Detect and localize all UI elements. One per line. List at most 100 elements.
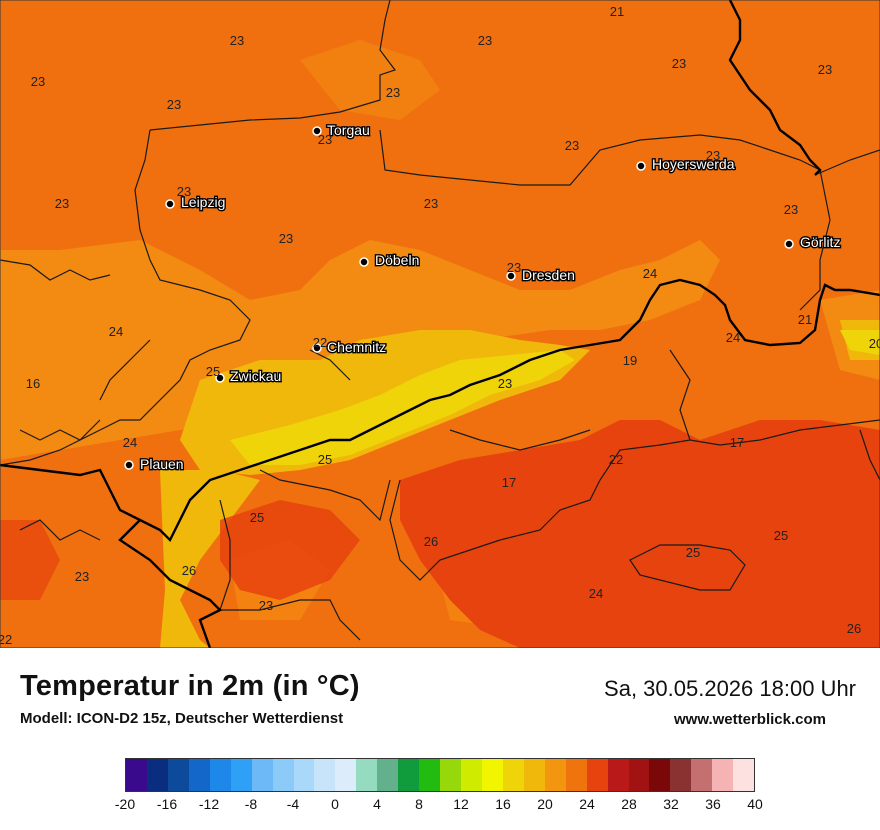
temp-label: 24 (643, 266, 657, 281)
temp-label: 23 (55, 196, 69, 211)
temp-label: 21 (610, 4, 624, 19)
temperature-labels: 21 23 23 23 23 23 23 23 23 23 23 23 23 2… (0, 4, 880, 647)
temp-label: 23 (478, 33, 492, 48)
city-torgau[interactable]: Torgau (326, 121, 372, 140)
city-plauen[interactable]: Plauen (139, 455, 185, 474)
temp-label: 23 (167, 97, 181, 112)
temp-label: 25 (250, 510, 264, 525)
region-borders (0, 0, 880, 641)
temperature-map[interactable]: Torgau Hoyerswerda Leipzig Döbeln Dresde… (0, 0, 880, 648)
website-link[interactable]: www.wetterblick.com (674, 711, 826, 728)
legend-tick-label: -20 (114, 796, 136, 812)
legend-swatch (586, 759, 608, 791)
legend-tick-label: 24 (579, 796, 595, 812)
temp-label: 23 (177, 184, 191, 199)
temp-label: 26 (424, 534, 438, 549)
city-leipzig[interactable]: Leipzig (180, 193, 227, 212)
legend-tick-label: 40 (747, 796, 763, 812)
temp-label: 23 (672, 56, 686, 71)
legend-swatch (461, 759, 482, 791)
legend-swatch (209, 759, 231, 791)
legend-swatch (565, 759, 587, 791)
temp-label: 25 (686, 545, 700, 560)
city-markers (124, 126, 794, 470)
legend-tick-label: -16 (156, 796, 178, 812)
city-chemnitz[interactable]: Chemnitz (326, 338, 388, 357)
temp-label: 23 (818, 62, 832, 77)
city-hoyerswerda[interactable]: Hoyerswerda (651, 155, 736, 174)
city-names: Torgau Hoyerswerda Leipzig Döbeln Dresde… (139, 121, 842, 474)
legend-tick-label: 4 (373, 796, 381, 812)
temp-label: 26 (847, 621, 861, 636)
temp-label: 23 (784, 202, 798, 217)
legend-swatch (440, 759, 461, 791)
temp-label: 24 (109, 324, 123, 339)
temp-label: 25 (774, 528, 788, 543)
legend-swatch (481, 759, 503, 791)
country-border (0, 0, 880, 648)
temp-label: 22 (609, 452, 623, 467)
legend-tick-label: 8 (415, 796, 423, 812)
temp-label: 20 (869, 336, 880, 351)
temp-label: 24 (123, 435, 137, 450)
legend-tick-label: 20 (537, 796, 553, 812)
temp-label: 23 (31, 74, 45, 89)
color-legend (125, 758, 755, 792)
legend-swatch (712, 759, 734, 791)
temp-label: 23 (279, 231, 293, 246)
legend-swatch (251, 759, 273, 791)
legend-swatch (377, 759, 399, 791)
legend-tick-label: 12 (453, 796, 469, 812)
temp-label: 23 (424, 196, 438, 211)
map-footer: Temperatur in 2m (in °C) Modell: ICON-D2… (0, 648, 880, 830)
temp-label: 24 (726, 330, 740, 345)
legend-swatch (146, 759, 168, 791)
legend-swatch (649, 759, 671, 791)
temp-label: 19 (623, 353, 637, 368)
legend-swatch (126, 759, 147, 791)
legend-tick-label: 32 (663, 796, 679, 812)
legend-tick-label: -12 (198, 796, 220, 812)
map-title: Temperatur in 2m (in °C) (20, 670, 360, 702)
temp-label: 26 (182, 563, 196, 578)
temp-label: 23 (706, 148, 720, 163)
temp-label: 23 (507, 260, 521, 275)
temp-label: 16 (26, 376, 40, 391)
legend-swatch (670, 759, 692, 791)
legend-swatch (314, 759, 336, 791)
temp-label: 23 (75, 569, 89, 584)
legend-swatch (691, 759, 713, 791)
city-doebeln[interactable]: Döbeln (374, 251, 421, 270)
legend-swatch (607, 759, 629, 791)
city-zwickau[interactable]: Zwickau (229, 367, 283, 386)
legend-tick-label: -4 (286, 796, 300, 812)
temp-label: 24 (589, 586, 603, 601)
temp-label: 25 (318, 452, 332, 467)
temp-label: 23 (230, 33, 244, 48)
forecast-datetime: Sa, 30.05.2026 18:00 Uhr (604, 676, 856, 701)
city-goerlitz[interactable]: Görlitz (799, 233, 842, 252)
temp-label: 23 (565, 138, 579, 153)
temp-label: 17 (730, 435, 744, 450)
legend-swatch (293, 759, 315, 791)
temp-label: 21 (798, 312, 812, 327)
legend-tick-label: 28 (621, 796, 637, 812)
legend-tick-label: -8 (244, 796, 258, 812)
city-dresden[interactable]: Dresden (521, 266, 577, 285)
temp-label: 23 (498, 376, 512, 391)
legend-swatch (335, 759, 357, 791)
temp-label: 25 (206, 364, 220, 379)
legend-tick-label: 16 (495, 796, 511, 812)
temp-label: 23 (386, 85, 400, 100)
legend-swatch (628, 759, 650, 791)
temp-label: 23 (318, 132, 332, 147)
legend-tick-label: 36 (705, 796, 721, 812)
legend-swatch (419, 759, 441, 791)
legend-swatch (502, 759, 524, 791)
temp-zone-26 (0, 420, 880, 648)
temp-label: 22 (0, 632, 12, 647)
legend-swatch (398, 759, 420, 791)
legend-swatch (733, 759, 755, 791)
temp-label: 22 (313, 335, 327, 350)
legend-swatch (167, 759, 189, 791)
